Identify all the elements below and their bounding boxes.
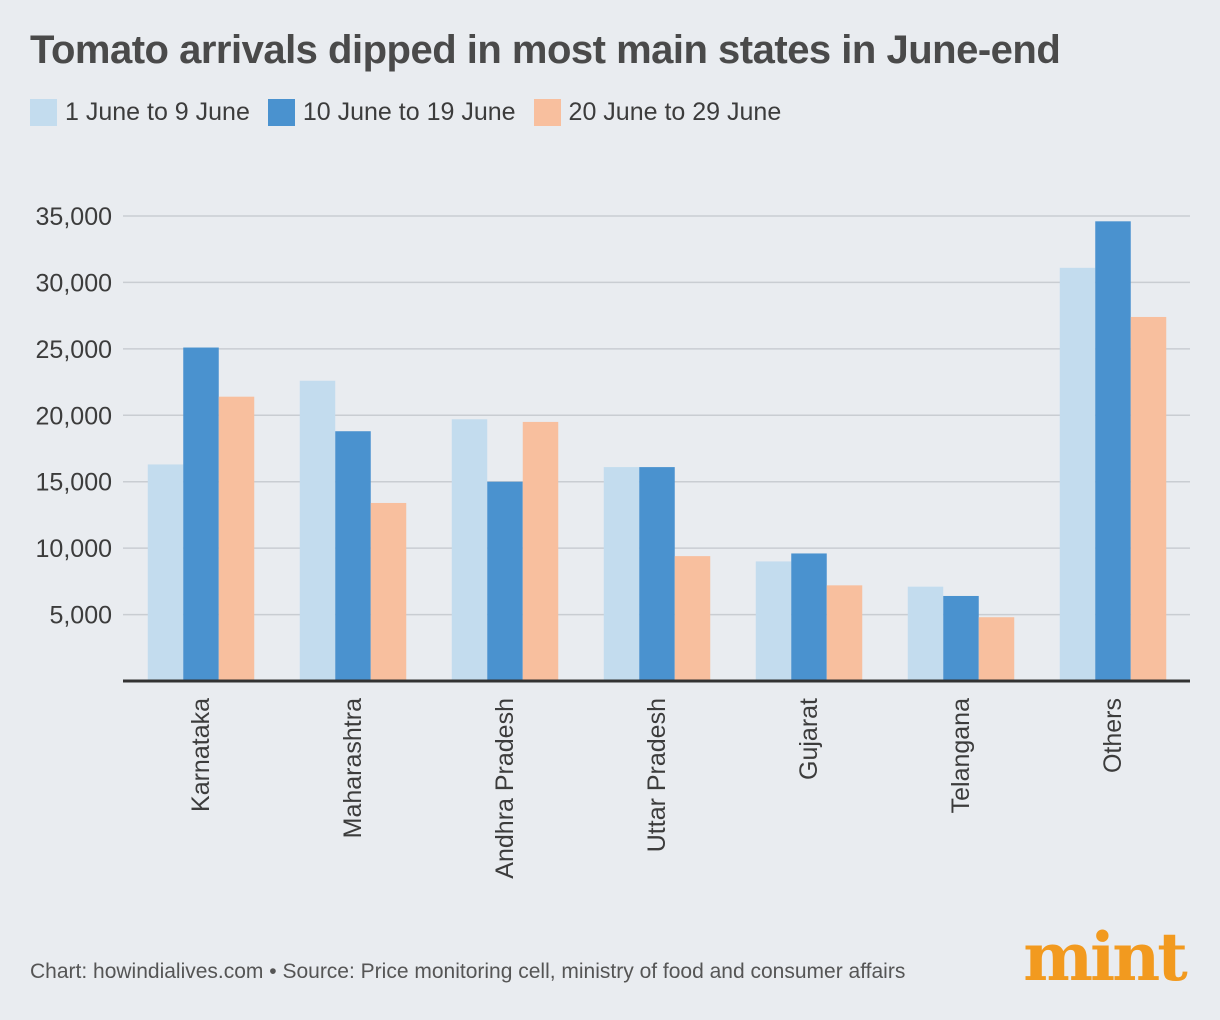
y-tick-label: 20,000 bbox=[36, 402, 112, 430]
legend-item-series-1: 1 June to 9 June bbox=[30, 98, 250, 127]
y-tick-label: 35,000 bbox=[36, 203, 112, 231]
mint-logo-text: mint bbox=[1023, 922, 1188, 992]
bar bbox=[1059, 267, 1096, 681]
bar bbox=[183, 347, 219, 681]
x-tick-label: Maharashtra bbox=[339, 698, 367, 838]
bar bbox=[299, 380, 336, 681]
bar bbox=[639, 467, 675, 681]
x-tick-label: Karnataka bbox=[187, 698, 215, 812]
legend: 1 June to 9 June 10 June to 19 June 20 J… bbox=[30, 98, 799, 127]
bar bbox=[943, 595, 979, 681]
legend-swatch-series-3 bbox=[533, 99, 561, 126]
x-tick-label: Andhra Pradesh bbox=[491, 698, 519, 879]
x-tick-label: Others bbox=[1099, 698, 1127, 773]
y-tick-label: 30,000 bbox=[36, 269, 112, 297]
mint-logo: mint bbox=[1023, 922, 1190, 992]
bar bbox=[978, 617, 1015, 681]
bar bbox=[451, 419, 488, 681]
bar-chart: 5,000 10,000 15,000 20,000 25,000 30,000 35,00… bbox=[36, 203, 1190, 879]
legend-label-series-1: 1 June to 9 June bbox=[65, 98, 250, 126]
y-tick-label: 10,000 bbox=[36, 535, 112, 563]
legend-swatch-series-2 bbox=[267, 99, 295, 126]
bar bbox=[522, 421, 559, 681]
legend-swatch-series-1 bbox=[30, 99, 57, 126]
chart-title: Tomato arrivals dipped in most main stat… bbox=[30, 28, 1061, 72]
bar bbox=[791, 553, 827, 681]
x-tick-label: Gujarat bbox=[795, 698, 823, 780]
x-tick-label: Telangana bbox=[947, 698, 975, 813]
bar bbox=[487, 481, 523, 681]
legend-label-series-3: 20 June to 29 June bbox=[568, 98, 782, 126]
y-tick-label: 5,000 bbox=[49, 602, 112, 630]
bar bbox=[907, 586, 944, 681]
bar bbox=[826, 585, 863, 681]
legend-item-series-3: 20 June to 29 June bbox=[533, 98, 782, 127]
bar bbox=[147, 464, 184, 681]
bar bbox=[603, 467, 640, 681]
bar bbox=[755, 561, 792, 681]
y-tick-label: 15,000 bbox=[36, 469, 112, 497]
bar bbox=[335, 431, 371, 681]
bar bbox=[218, 396, 255, 681]
x-tick-label: Uttar Pradesh bbox=[643, 698, 671, 852]
y-tick-label: 25,000 bbox=[36, 336, 112, 364]
bar bbox=[370, 502, 407, 681]
legend-item-series-2: 10 June to 19 June bbox=[267, 98, 516, 127]
bar bbox=[1095, 221, 1131, 682]
bar bbox=[674, 556, 711, 681]
legend-label-series-2: 10 June to 19 June bbox=[302, 98, 516, 126]
source-note: Chart: howindialives.com • Source: Price… bbox=[30, 960, 906, 983]
bar bbox=[1130, 316, 1167, 681]
